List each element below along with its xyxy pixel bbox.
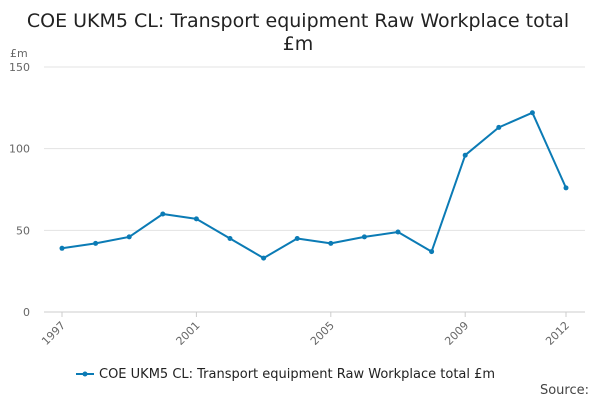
data-point [93,240,99,246]
x-tick-label: 2001 [174,319,203,348]
data-point [126,234,132,240]
chart-title-line-1: COE UKM5 CL: Transport equipment Raw Wor… [27,10,569,32]
x-axis: 1997 2001 2005 2009 2012 [39,311,585,348]
x-tick-label: 2009 [442,319,471,348]
data-point [429,249,435,255]
legend: COE UKM5 CL: Transport equipment Raw Wor… [76,367,495,382]
data-point [261,255,267,261]
data-point [496,124,502,130]
chart-title-line-2: £m [283,33,314,55]
data-point [395,229,401,235]
y-tick-label: 50 [16,224,30,237]
y-tick-labels: 0 50 100 150 [9,61,30,319]
data-point [328,240,334,246]
data-point [160,211,166,217]
series-line [61,111,567,260]
y-tick-label: 0 [23,306,30,319]
data-point [462,152,468,158]
gridlines [44,66,585,231]
x-tick-label: 1997 [39,319,68,348]
legend-label: COE UKM5 CL: Transport equipment Raw Wor… [99,367,495,382]
data-point [563,185,569,191]
data-point [294,236,300,241]
series-group [59,110,569,261]
x-tick-label: 2005 [308,319,337,348]
data-point [361,234,367,240]
data-point [529,110,535,116]
data-point [227,236,233,241]
data-point [59,245,65,251]
legend-swatch-marker [82,371,88,377]
data-point [193,216,199,222]
source-label: Source: [540,383,589,398]
y-tick-label: 100 [9,143,30,156]
y-tick-label: 150 [9,61,30,74]
x-tick-label: 2012 [543,319,572,348]
y-axis-label: £m [10,47,28,60]
